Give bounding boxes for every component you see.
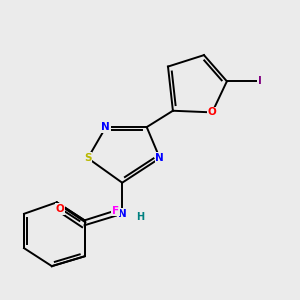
Text: H: H [136,212,144,222]
Text: N: N [118,209,127,219]
Text: O: O [56,204,64,214]
Text: O: O [208,107,217,117]
Text: N: N [101,122,110,132]
Text: F: F [112,206,119,215]
Text: S: S [84,153,92,163]
Text: N: N [155,153,164,163]
Text: I: I [258,76,262,86]
